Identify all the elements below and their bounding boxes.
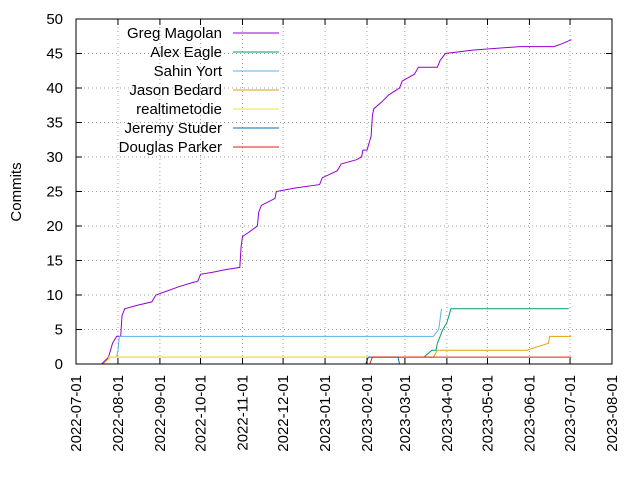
y-tick-label: 45	[46, 46, 63, 63]
legend-label: Sahin Yort	[154, 63, 223, 80]
y-tick-label: 50	[46, 11, 63, 28]
x-tick-label: 2023-05-01	[479, 375, 496, 452]
x-tick-label: 2023-08-01	[604, 375, 621, 452]
x-tick-label: 2023-06-01	[521, 375, 538, 452]
series-line	[423, 308, 569, 358]
x-tick-label: 2022-07-01	[68, 375, 85, 452]
x-tick-label: 2022-08-01	[110, 375, 127, 452]
series-line	[116, 308, 442, 358]
legend-label: realtimetodie	[136, 101, 222, 118]
x-tick-label: 2023-04-01	[439, 375, 456, 452]
y-tick-label: 5	[55, 322, 63, 339]
legend-label: Jason Bedard	[129, 82, 222, 99]
y-tick-label: 10	[46, 287, 63, 304]
x-tick-label: 2023-02-01	[359, 375, 376, 452]
legend-label: Alex Eagle	[150, 44, 222, 61]
y-tick-label: 40	[46, 80, 63, 97]
series-lines	[101, 39, 572, 365]
series-line	[369, 356, 572, 365]
x-tick-label: 2022-10-01	[193, 375, 210, 452]
y-axis: 0 5 10 15 20 25 30 35 40 45 50	[46, 11, 612, 373]
y-axis-label: Commits	[8, 162, 25, 221]
x-axis: 2022-07-01 2022-08-01 2022-09-01 2022-10-01…	[68, 19, 621, 452]
y-tick-label: 0	[55, 356, 63, 373]
x-tick-label: 2022-11-01	[234, 375, 251, 451]
series-line	[102, 335, 572, 365]
x-tick-label: 2023-07-01	[562, 375, 579, 452]
y-tick-label: 25	[46, 184, 63, 201]
legend-label: Douglas Parker	[119, 139, 222, 156]
x-tick-label: 2022-09-01	[152, 375, 169, 452]
x-tick-label: 2023-03-01	[397, 375, 414, 452]
y-tick-label: 30	[46, 149, 63, 166]
x-tick-label: 2022-12-01	[275, 375, 292, 452]
legend-label: Jeremy Studer	[124, 120, 222, 137]
y-tick-label: 35	[46, 115, 63, 132]
y-tick-label: 20	[46, 218, 63, 235]
legend: Greg Magolan Alex Eagle Sahin Yort Jason Be…	[119, 25, 279, 156]
legend-label: Greg Magolan	[127, 25, 222, 42]
grid-lines	[76, 19, 612, 364]
x-tick-label: 2023-01-01	[317, 375, 334, 452]
y-tick-label: 15	[46, 253, 63, 270]
series-line	[101, 39, 572, 365]
